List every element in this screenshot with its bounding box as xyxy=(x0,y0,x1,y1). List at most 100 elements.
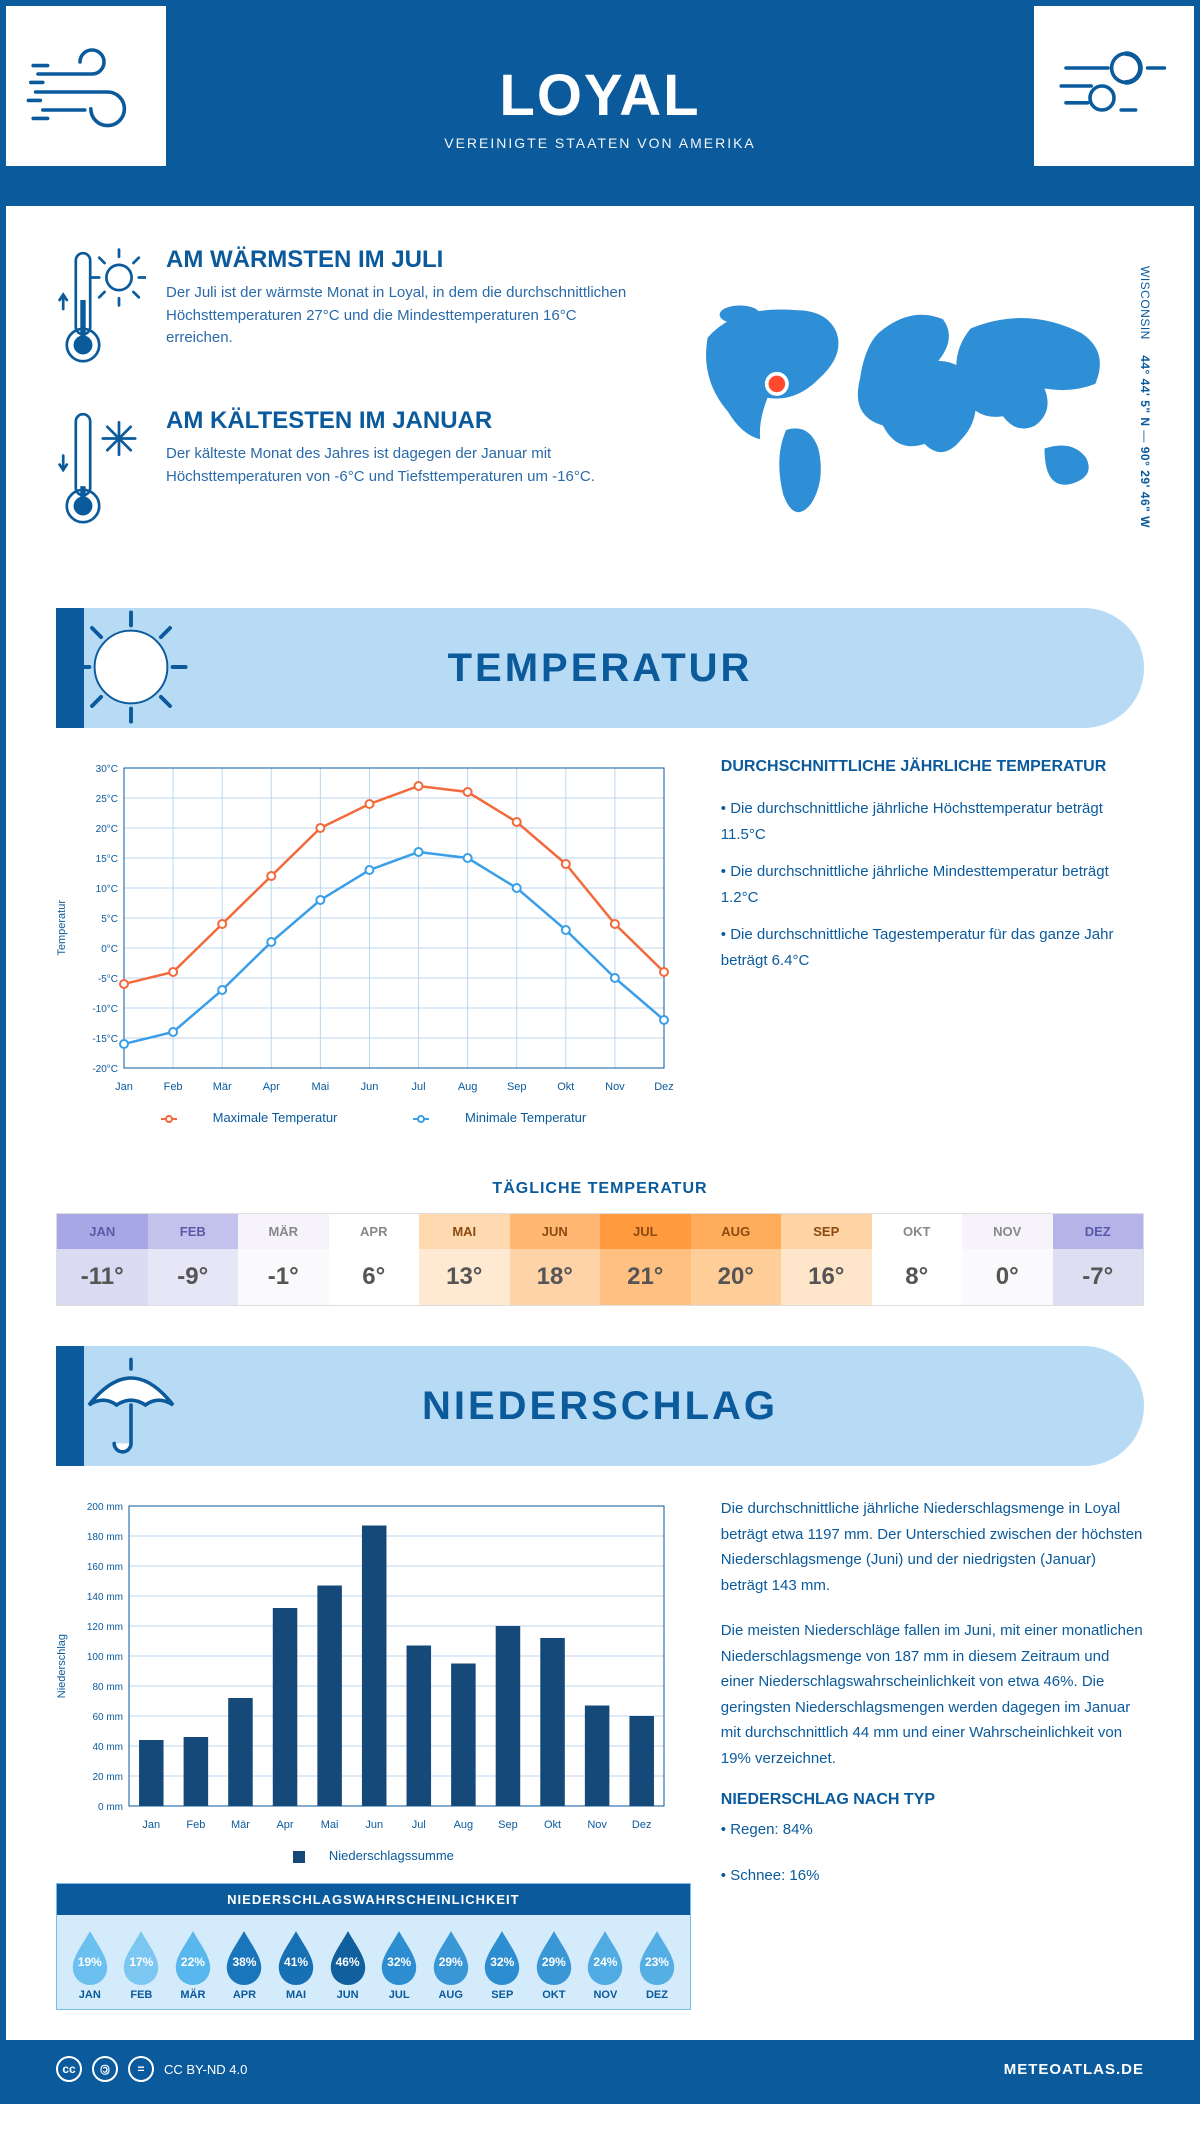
temperature-banner: TEMPERATUR xyxy=(56,608,1144,728)
site-name: METEOATLAS.DE xyxy=(1004,2061,1144,2078)
svg-text:60 mm: 60 mm xyxy=(92,1712,123,1723)
daily-cell: JUN18° xyxy=(510,1214,601,1305)
precip-type-title: NIEDERSCHLAG NACH TYP xyxy=(721,1791,1144,1809)
cc-icon: cc xyxy=(56,2056,82,2082)
temp-bullet: • Die durchschnittliche jährliche Höchst… xyxy=(721,796,1144,847)
precip-legend: Niederschlagssumme xyxy=(56,1848,691,1863)
svg-text:Okt: Okt xyxy=(544,1819,561,1831)
precip-para: Die meisten Niederschläge fallen im Juni… xyxy=(721,1618,1144,1771)
probability-item: 22%MÄR xyxy=(168,1929,218,2001)
thermometer-snow-icon xyxy=(56,407,146,538)
svg-text:30°C: 30°C xyxy=(96,764,118,775)
probability-item: 29%AUG xyxy=(426,1929,476,2001)
svg-text:Mai: Mai xyxy=(311,1081,329,1093)
svg-text:20°C: 20°C xyxy=(96,824,118,835)
svg-text:Apr: Apr xyxy=(276,1819,293,1831)
svg-text:Feb: Feb xyxy=(186,1819,205,1831)
license: cc 🄯 = CC BY-ND 4.0 xyxy=(56,2056,247,2082)
daily-cell: MÄR-1° xyxy=(238,1214,329,1305)
probability-item: 32%JUL xyxy=(374,1929,424,2001)
svg-text:Aug: Aug xyxy=(454,1819,474,1831)
temperature-heading: TEMPERATUR xyxy=(56,646,1144,691)
raindrop-icon: 41% xyxy=(274,1929,318,1985)
daily-temp-title: TÄGLICHE TEMPERATUR xyxy=(6,1180,1194,1198)
by-icon: 🄯 xyxy=(92,2056,118,2082)
svg-text:15°C: 15°C xyxy=(96,854,118,865)
daily-cell: OKT8° xyxy=(872,1214,963,1305)
probability-item: 38%APR xyxy=(220,1929,270,2001)
precipitation-section: Niederschlag 0 mm 20 mm 40 mm 60 mm 80 mm 100… xyxy=(6,1496,1194,2040)
probability-item: 24%NOV xyxy=(581,1929,631,2001)
raindrop-icon: 32% xyxy=(480,1929,524,1985)
svg-text:Apr: Apr xyxy=(263,1081,280,1093)
daily-cell: JAN-11° xyxy=(57,1214,148,1305)
page-subtitle: VEREINIGTE STAATEN VON AMERIKA xyxy=(444,135,756,151)
header: LOYAL VEREINIGTE STAATEN VON AMERIKA xyxy=(6,6,1194,206)
probability-item: 32%SEP xyxy=(478,1929,528,2001)
umbrella-icon xyxy=(66,1340,196,1470)
temp-ylabel: Temperatur xyxy=(56,900,68,956)
daily-cell: FEB-9° xyxy=(148,1214,239,1305)
svg-text:Sep: Sep xyxy=(507,1081,527,1093)
world-map xyxy=(668,287,1144,527)
precip-para: Die durchschnittliche jährliche Niedersc… xyxy=(721,1496,1144,1598)
svg-text:-20°C: -20°C xyxy=(92,1064,118,1075)
svg-text:-10°C: -10°C xyxy=(92,1004,118,1015)
svg-text:200 mm: 200 mm xyxy=(87,1502,123,1513)
svg-text:0 mm: 0 mm xyxy=(98,1802,123,1813)
precipitation-banner: NIEDERSCHLAG xyxy=(56,1346,1144,1466)
svg-text:Nov: Nov xyxy=(587,1819,607,1831)
svg-text:80 mm: 80 mm xyxy=(92,1682,123,1693)
precipitation-heading: NIEDERSCHLAG xyxy=(56,1384,1144,1429)
svg-text:5°C: 5°C xyxy=(101,914,118,925)
coldest-text: Der kälteste Monat des Jahres ist dagege… xyxy=(166,443,638,488)
wind-icon-left xyxy=(6,6,166,166)
raindrop-icon: 24% xyxy=(583,1929,627,1985)
precipitation-bar-chart: 0 mm20 mm40 mm60 mm80 mm100 mm120 mm140 … xyxy=(74,1496,674,1836)
probability-item: 46%JUN xyxy=(323,1929,373,2001)
warmest-fact: AM WÄRMSTEN IM JULI Der Juli ist der wär… xyxy=(56,246,638,377)
svg-text:0°C: 0°C xyxy=(101,944,118,955)
svg-text:Mär: Mär xyxy=(231,1819,250,1831)
svg-text:Nov: Nov xyxy=(605,1081,625,1093)
probability-title: NIEDERSCHLAGSWAHRSCHEINLICHKEIT xyxy=(57,1884,690,1915)
svg-text:Aug: Aug xyxy=(458,1081,478,1093)
raindrop-icon: 19% xyxy=(68,1929,112,1985)
daily-cell: APR6° xyxy=(329,1214,420,1305)
raindrop-icon: 29% xyxy=(429,1929,473,1985)
precip-type-item: • Regen: 84% xyxy=(721,1817,1144,1843)
wind-icon-right xyxy=(1034,6,1194,166)
svg-text:Jun: Jun xyxy=(361,1081,379,1093)
sun-icon xyxy=(66,602,196,732)
warmest-title: AM WÄRMSTEN IM JULI xyxy=(166,246,638,274)
svg-text:40 mm: 40 mm xyxy=(92,1742,123,1753)
daily-temp-table: JAN-11°FEB-9°MÄR-1°APR6°MAI13°JUN18°JUL2… xyxy=(56,1213,1144,1306)
daily-cell: JUL21° xyxy=(600,1214,691,1305)
temperature-section: Temperatur -20°C-15°C-10°C-5°C0°C5°C10°C… xyxy=(6,758,1194,1155)
probability-item: 29%OKT xyxy=(529,1929,579,2001)
temperature-line-chart: -20°C-15°C-10°C-5°C0°C5°C10°C15°C20°C25°… xyxy=(74,758,674,1098)
svg-text:25°C: 25°C xyxy=(96,794,118,805)
svg-text:100 mm: 100 mm xyxy=(87,1652,123,1663)
raindrop-icon: 17% xyxy=(119,1929,163,1985)
daily-cell: AUG20° xyxy=(691,1214,782,1305)
raindrop-icon: 46% xyxy=(326,1929,370,1985)
svg-text:Mär: Mär xyxy=(213,1081,232,1093)
svg-text:Okt: Okt xyxy=(557,1081,574,1093)
precip-ylabel: Niederschlag xyxy=(56,1634,68,1698)
temp-bullet: • Die durchschnittliche Tagestemperatur … xyxy=(721,922,1144,973)
probability-item: 19%JAN xyxy=(65,1929,115,2001)
raindrop-icon: 23% xyxy=(635,1929,679,1985)
svg-text:Dez: Dez xyxy=(654,1081,674,1093)
svg-text:Jul: Jul xyxy=(412,1819,426,1831)
svg-text:180 mm: 180 mm xyxy=(87,1532,123,1543)
daily-cell: DEZ-7° xyxy=(1053,1214,1144,1305)
svg-text:20 mm: 20 mm xyxy=(92,1772,123,1783)
temp-legend: Maximale Temperatur Minimale Temperatur xyxy=(56,1110,691,1125)
svg-text:160 mm: 160 mm xyxy=(87,1562,123,1573)
svg-text:Jan: Jan xyxy=(115,1081,133,1093)
svg-text:140 mm: 140 mm xyxy=(87,1592,123,1603)
precip-type-item: • Schnee: 16% xyxy=(721,1863,1144,1889)
daily-cell: SEP16° xyxy=(781,1214,872,1305)
footer: cc 🄯 = CC BY-ND 4.0 METEOATLAS.DE xyxy=(6,2040,1194,2098)
